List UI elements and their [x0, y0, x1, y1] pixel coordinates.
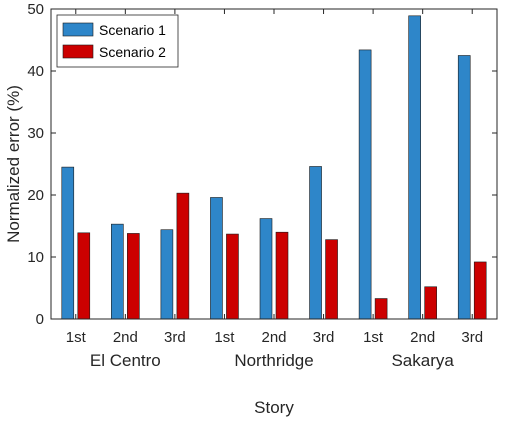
bar-scenario-2-7: [424, 286, 437, 320]
bar-scenario-2-6: [374, 298, 388, 320]
x-tick-label: 2nd: [113, 329, 138, 346]
bar-scenario-1-7: [408, 15, 421, 320]
legend-label-2: Scenario 2: [99, 44, 166, 60]
x-tick-label: 1st: [66, 329, 87, 346]
bar-scenario-1-2: [160, 229, 174, 320]
x-tick-label: 3rd: [461, 329, 483, 346]
y-tick-label: 10: [27, 249, 44, 266]
x-tick-label: 3rd: [164, 329, 186, 346]
x-group-label: Northridge: [234, 351, 313, 370]
y-tick-label: 0: [36, 311, 44, 328]
bar-scenario-2-8: [473, 261, 487, 320]
y-tick-label: 50: [27, 1, 44, 18]
bar-scenario-1-1: [111, 223, 124, 320]
legend-swatch-1: [62, 22, 94, 37]
bar-scenario-1-6: [358, 49, 372, 320]
bar-scenario-2-1: [127, 233, 140, 320]
x-group-label: Sakarya: [391, 351, 454, 370]
bar-scenario-1-3: [210, 197, 223, 320]
y-axis-title: Normalized error (%): [4, 85, 23, 243]
x-tick-label: 1st: [214, 329, 235, 346]
bar-scenario-2-5: [325, 239, 338, 320]
bar-scenario-2-4: [275, 231, 289, 320]
bar-scenario-1-8: [457, 55, 471, 320]
bars-layer: [61, 15, 487, 320]
y-tick-label: 20: [27, 187, 44, 204]
y-tick-label: 30: [27, 125, 44, 142]
bar-scenario-2-3: [226, 233, 239, 320]
bar-scenario-2-2: [176, 192, 190, 320]
bar-scenario-1-4: [259, 218, 273, 320]
bar-scenario-2-0: [77, 232, 91, 320]
legend: Scenario 1 Scenario 2: [56, 14, 179, 68]
x-tick-label: 2nd: [410, 329, 435, 346]
legend-swatch-2: [62, 44, 94, 59]
x-tick-label: 3rd: [313, 329, 335, 346]
x-tick-label: 1st: [363, 329, 384, 346]
x-axis-title: Story: [254, 398, 294, 417]
bar-scenario-1-5: [309, 166, 322, 320]
bar-scenario-1-0: [61, 166, 75, 320]
y-axis: 0 10 20 30 40 50: [27, 1, 497, 328]
x-tick-label: 2nd: [261, 329, 286, 346]
y-tick-label: 40: [27, 63, 44, 80]
legend-label-1: Scenario 1: [99, 22, 166, 38]
x-group-label: El Centro: [90, 351, 161, 370]
